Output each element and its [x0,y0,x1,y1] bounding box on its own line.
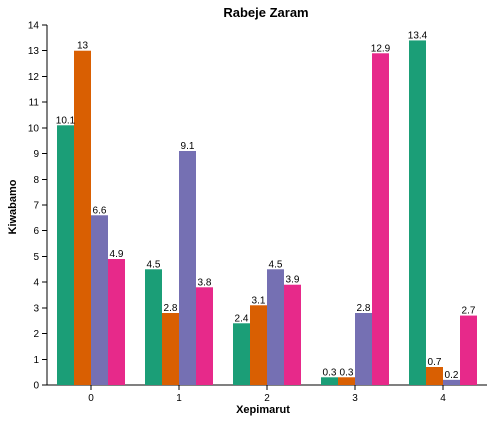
y-tick-label: 3 [33,303,39,314]
bar [409,40,426,386]
x-axis: 0 1 2 3 4 [47,384,487,404]
data-label: 13.4 [408,30,428,41]
bar [426,367,443,385]
data-label: 0.2 [445,370,459,381]
bar [162,313,179,385]
x-tick-label: 4 [440,393,446,404]
bar [233,323,250,385]
y-tick-label: 2 [33,329,39,340]
y-tick-label: 6 [33,226,39,237]
data-label: 12.9 [371,43,391,54]
bar [196,287,213,385]
x-tick-label: 1 [176,393,182,404]
y-tick-label: 14 [28,21,40,32]
bar [284,284,301,385]
y-tick-label: 4 [33,278,39,289]
y-tick-label: 13 [28,46,40,57]
bar [443,379,460,385]
x-axis-title: Xepimarut [236,404,290,416]
data-label: 6.6 [93,205,107,216]
data-label: 10.1 [56,115,76,126]
data-label: 4.9 [110,249,124,260]
x-tick-label: 0 [88,393,94,404]
data-label: 4.5 [269,259,283,270]
y-tick-label: 0 [33,381,39,392]
bar [74,50,91,385]
bar [338,377,355,385]
data-label: 4.5 [147,259,161,270]
y-tick-label: 7 [33,201,39,212]
data-label: 0.3 [340,367,354,378]
y-tick-label: 9 [33,149,39,160]
x-tick-label: 2 [264,393,270,404]
data-label: 0.3 [323,367,337,378]
y-tick-label: 8 [33,175,39,186]
bar [91,215,108,385]
data-label: 2.4 [235,313,249,324]
data-label: 3.9 [286,275,300,286]
bar [108,259,125,385]
x-tick-label: 3 [352,393,358,404]
chart-title: Rabeje Zaram [223,5,308,20]
data-label: 3.1 [252,295,266,306]
bar [145,269,162,385]
bars [57,40,477,386]
bar [267,269,284,385]
y-tick-label: 10 [28,123,40,134]
bar [57,125,74,386]
data-label: 2.8 [357,303,371,314]
bar [355,313,372,385]
data-label: 3.8 [198,277,212,288]
data-label: 0.7 [428,357,442,368]
bar [250,305,267,385]
bar [321,377,338,385]
bar [372,53,389,386]
y-tick-label: 5 [33,252,39,263]
bar [179,151,196,385]
y-tick-label: 1 [33,355,39,366]
y-tick-label: 11 [29,98,40,109]
bar [460,315,477,385]
y-tick-label: 12 [28,72,40,83]
data-label: 13 [77,41,89,52]
data-label: 9.1 [181,141,195,152]
y-axis-title: Kiwabamo [7,179,19,234]
data-label: 2.7 [462,306,476,317]
data-label: 2.8 [164,303,178,314]
